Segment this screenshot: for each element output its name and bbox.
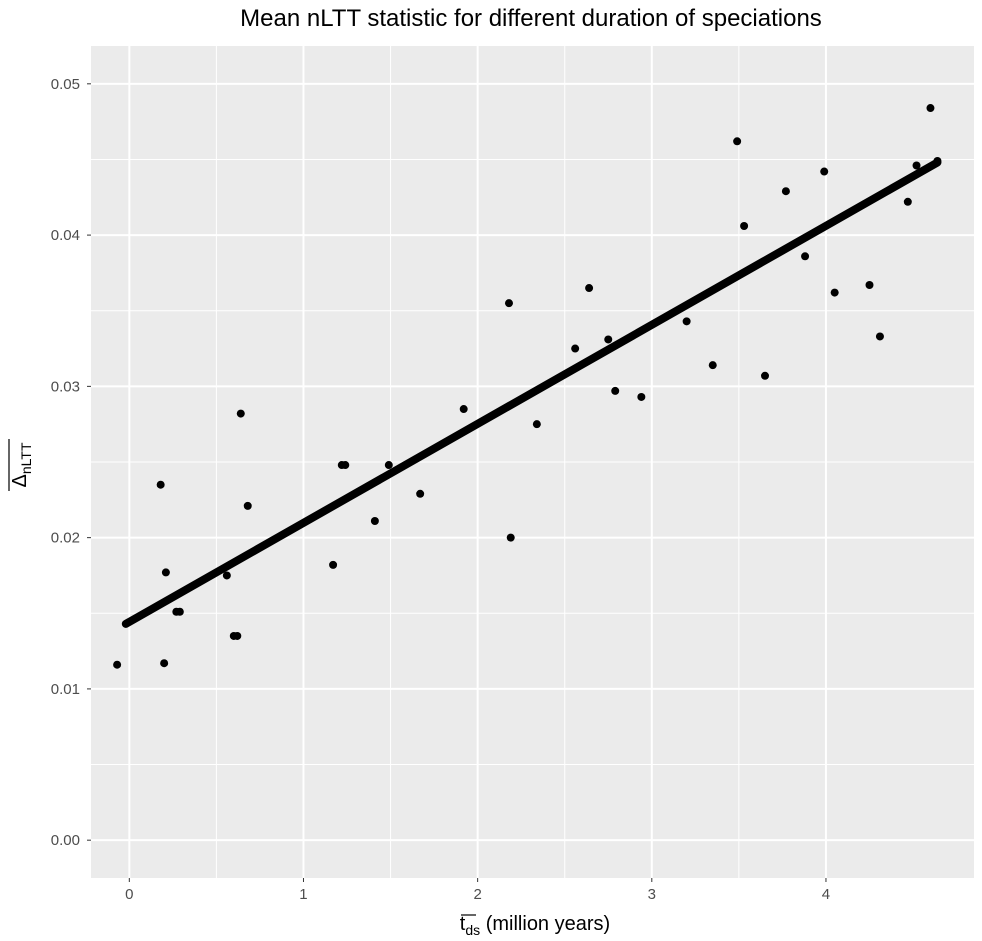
scatter-point (236, 409, 245, 418)
scatter-point (459, 405, 468, 414)
scatter-point (341, 461, 350, 470)
scatter-point (243, 501, 252, 510)
scatter-point (113, 660, 122, 669)
scatter-point (682, 317, 691, 326)
y-tick-label: 0.04 (51, 227, 80, 244)
regression-line (121, 158, 942, 628)
scatter-point (504, 299, 513, 308)
scatter-point (384, 461, 393, 470)
scatter-point (761, 371, 770, 380)
scatter-point (156, 480, 165, 489)
scatter-point (370, 516, 379, 525)
scatter-point (903, 197, 912, 206)
scatter-point (875, 332, 884, 341)
regression-line-layer (121, 158, 942, 628)
scatter-point (912, 161, 921, 170)
x-tick-label: 0 (125, 886, 133, 903)
scatter-point (604, 335, 613, 344)
scatter-point (161, 568, 170, 577)
y-tick-label: 0.02 (51, 530, 80, 547)
x-tick-label: 4 (822, 886, 830, 903)
y-axis-ticks: 0.00 0.01 0.02 0.03 0.04 0.05 (51, 76, 91, 849)
scatter-point (926, 104, 935, 113)
x-axis-label-suffix: (million years) (486, 913, 610, 935)
scatter-point (820, 167, 829, 176)
scatter-point (571, 344, 580, 353)
major-gridlines (91, 46, 974, 878)
scatter-point (637, 392, 646, 401)
scatter-point (865, 281, 874, 290)
scatter-point (233, 631, 242, 640)
x-tick-label: 3 (648, 886, 656, 903)
scatter-point (329, 560, 338, 569)
y-axis-label-main: Δ (9, 474, 31, 487)
scatter-point (933, 156, 942, 165)
scatter-point (733, 137, 742, 146)
y-tick-label: 0.01 (51, 681, 80, 698)
chart-title: Mean nLTT statistic for different durati… (240, 5, 822, 32)
scatter-point (801, 252, 810, 261)
y-tick-label: 0.03 (51, 378, 80, 395)
y-axis-label-subscript: nLTT (18, 442, 34, 474)
scatter-point (416, 489, 425, 498)
scatter-point (222, 571, 231, 580)
scatter-point (532, 420, 541, 429)
scatter-point (585, 284, 594, 293)
scatter-point (781, 187, 790, 196)
scatter-point (611, 386, 620, 395)
x-axis-label: tds (million years) (460, 913, 610, 938)
y-axis-label-group: ΔnLTT (8, 439, 34, 491)
x-tick-label: 1 (299, 886, 307, 903)
x-tick-label: 2 (473, 886, 481, 903)
scatter-points-layer (113, 104, 942, 669)
y-tick-label: 0.05 (51, 76, 80, 93)
scatter-point (740, 222, 749, 231)
y-axis-label: ΔnLTT (9, 442, 34, 487)
scatter-point (830, 288, 839, 297)
scatter-point (160, 659, 169, 668)
scatter-point (708, 361, 717, 370)
x-axis-label-subscript: ds (465, 922, 480, 938)
scatter-point (506, 533, 515, 542)
y-tick-label: 0.00 (51, 832, 80, 849)
x-axis-label-main: t (460, 913, 466, 935)
x-axis-ticks: 0 1 2 3 4 (125, 878, 830, 903)
scatter-point (175, 607, 184, 616)
